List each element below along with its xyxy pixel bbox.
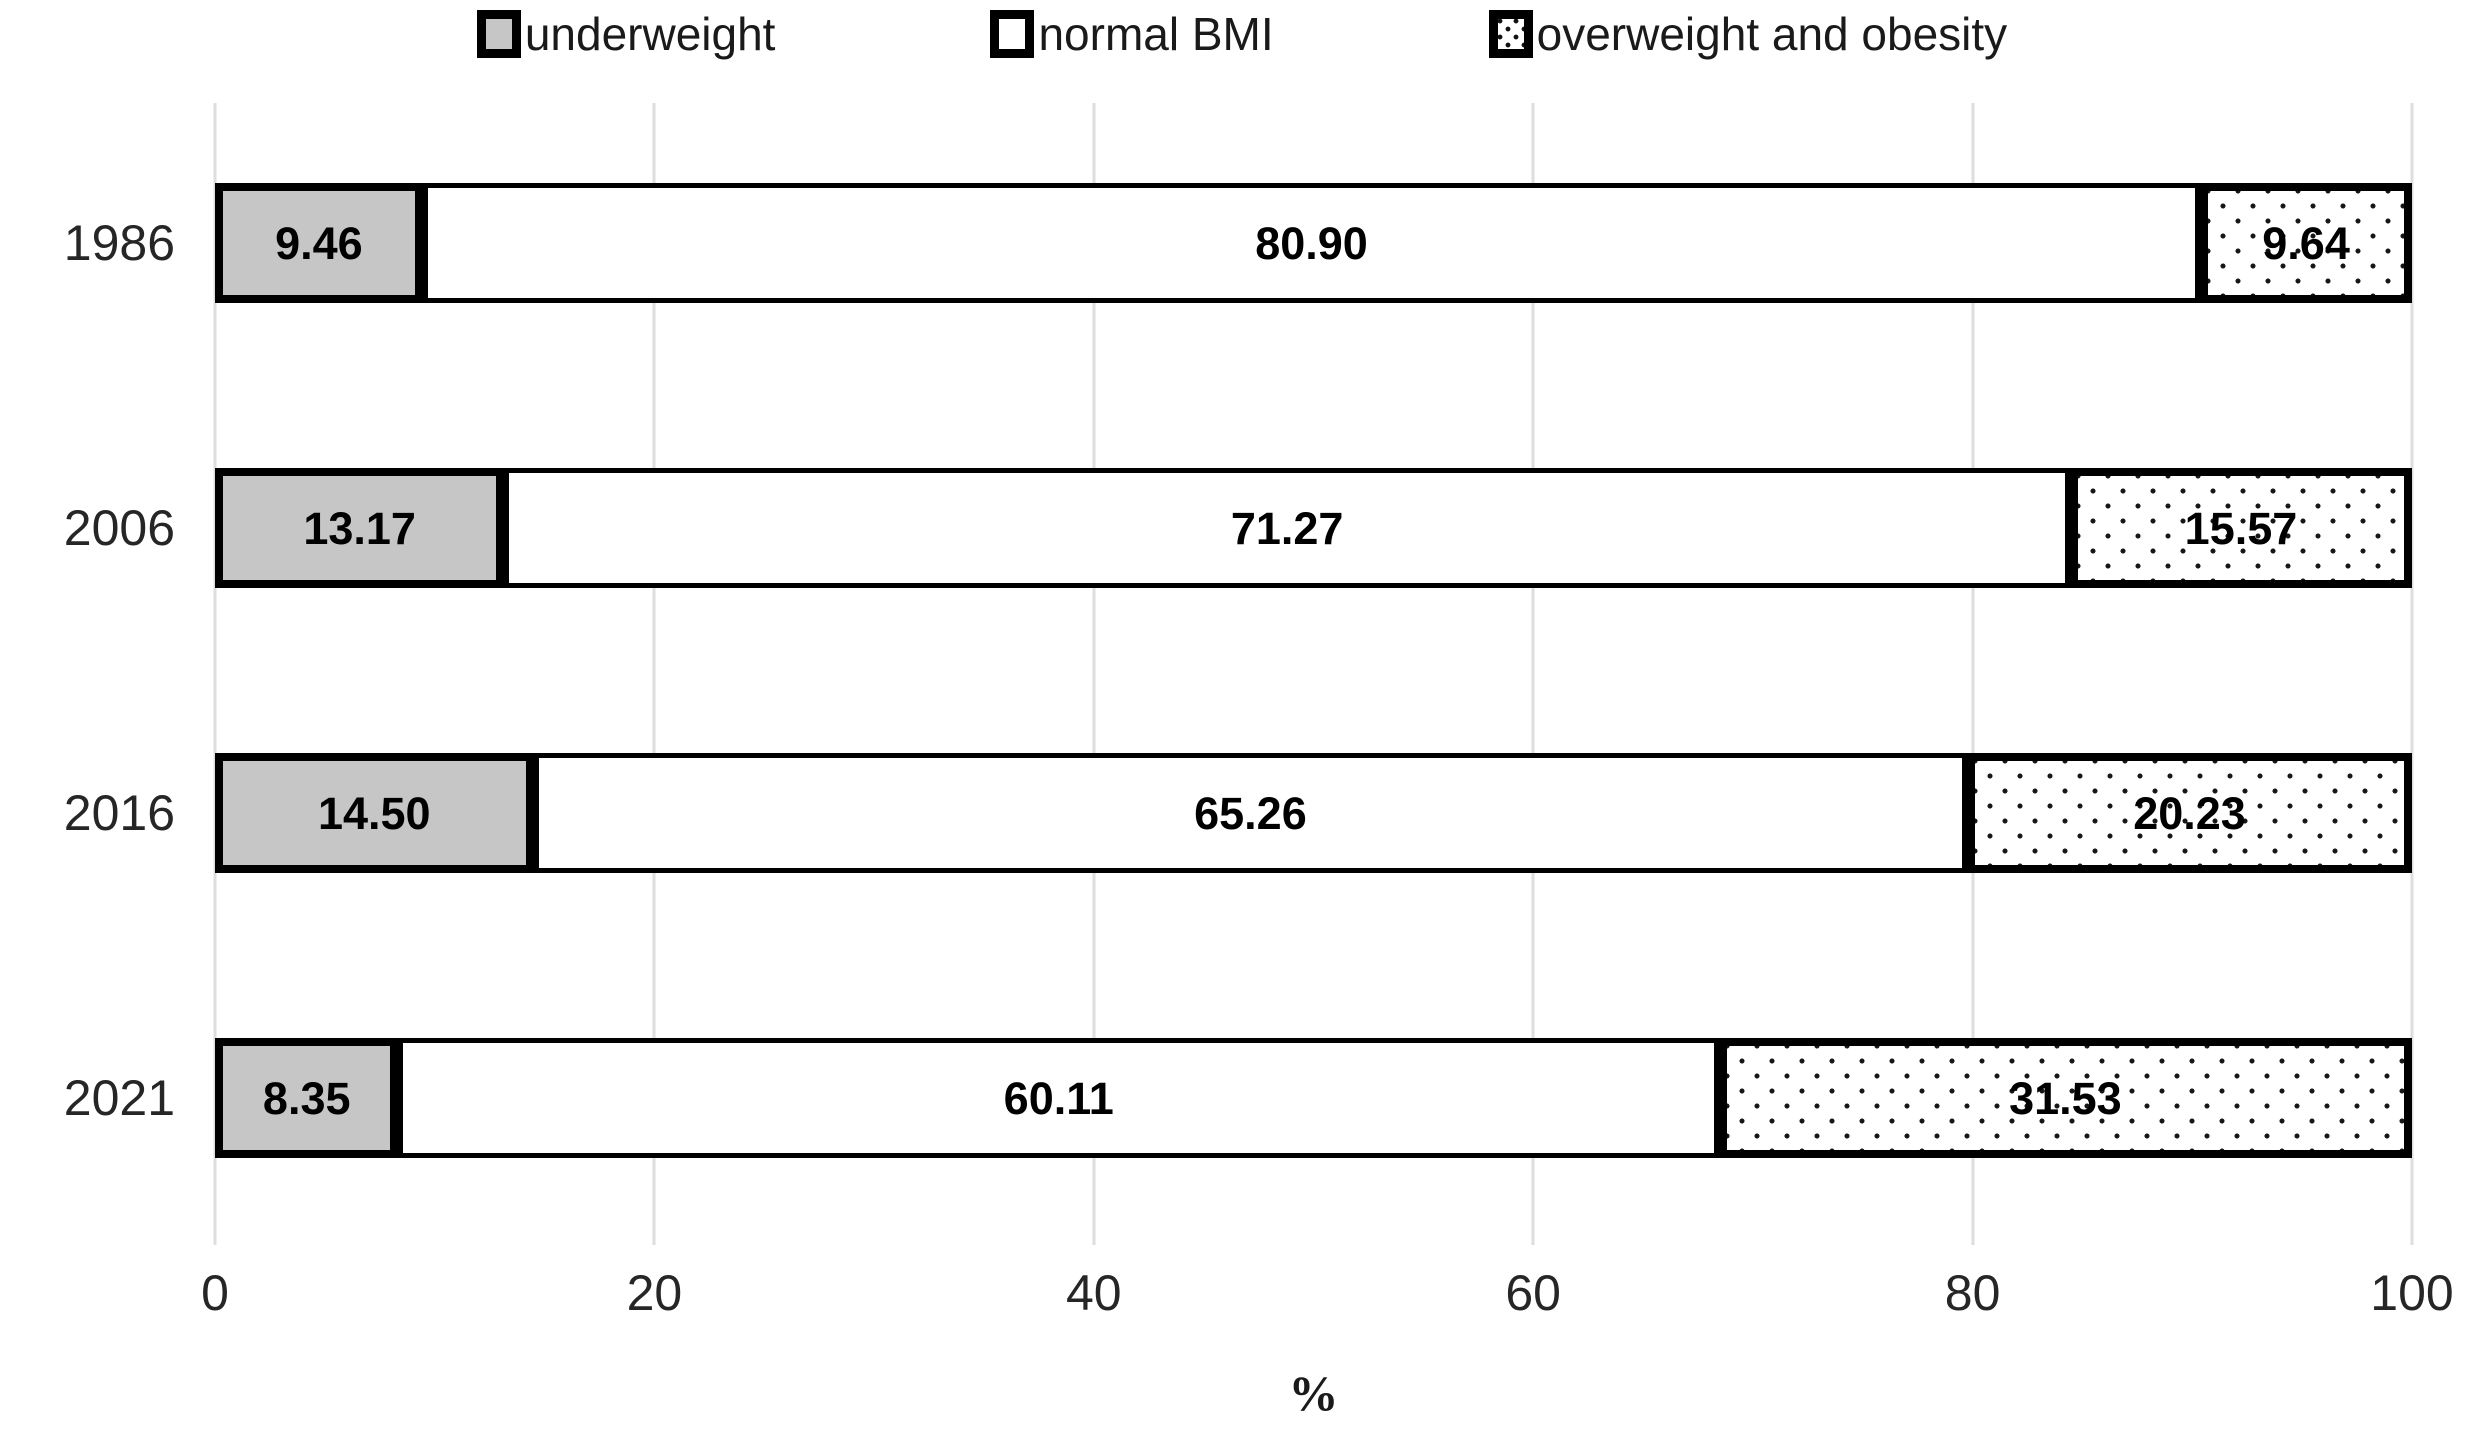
bar-value-label: 80.90: [1255, 217, 1368, 269]
gridline-0: [213, 103, 217, 1245]
legend-swatch-gray-icon: [476, 10, 521, 58]
legend-item-underweight: underweight: [476, 8, 776, 60]
bar-value-label: 14.50: [317, 787, 431, 839]
bar-value-label: 20.23: [2133, 787, 2246, 839]
bar-value-label: 31.53: [2009, 1072, 2122, 1124]
bar-segment-2021-overweight-and-obesity: 31.53: [1719, 1038, 2412, 1158]
bar-segment-2006-overweight-and-obesity: 15.57: [2069, 468, 2412, 588]
x-tick-label-0: 0: [201, 1265, 229, 1321]
y-category-label-2016: 2016: [63, 785, 175, 841]
bar-segment-2006-underweight: 13.17: [215, 468, 505, 588]
y-category-label-2021: 2021: [63, 1070, 175, 1126]
y-category-label-2006: 2006: [63, 500, 175, 556]
legend-item-normal-bmi: normal BMI: [990, 8, 1274, 60]
bar-value-label: 15.57: [2184, 502, 2298, 554]
bar-segment-2021-underweight: 8.35: [215, 1038, 399, 1158]
bar-segment-2016-underweight: 14.50: [215, 753, 534, 873]
bar-segment-1986-overweight-and-obesity: 9.64: [2200, 183, 2412, 303]
bar-value-label: 8.35: [262, 1072, 351, 1124]
bar-segment-2016-normal-BMI: 65.26: [533, 753, 1968, 873]
bar-segment-1986-normal-BMI: 80.90: [422, 183, 2201, 303]
bar-value-label: 13.17: [303, 502, 416, 554]
bar-segment-2006-normal-BMI: 71.27: [504, 468, 2070, 588]
gridline-40: [1092, 103, 1096, 1245]
chart-legend: underweight normal BMI overweight and ob…: [0, 10, 2484, 58]
x-tick-label-20: 20: [626, 1265, 683, 1321]
bar-row-2021: 8.35 60.11 31.53: [215, 1038, 2412, 1158]
gridline-100: [2410, 103, 2414, 1245]
x-tick-label-40: 40: [1065, 1265, 1122, 1321]
x-tick-label-60: 60: [1505, 1265, 1561, 1321]
bar-segment-1986-underweight: 9.46: [215, 183, 423, 303]
plot-area: 9.46 80.90 9.64 13.17 71.27 15.57 14.50 65.26 20…: [213, 103, 2414, 1245]
legend-label: underweight: [524, 8, 776, 60]
bar-value-label: 71.27: [1230, 502, 1344, 554]
x-tick-label-80: 80: [1944, 1265, 2001, 1321]
gridline-80: [1971, 103, 1975, 1245]
y-category-label-1986: 1986: [63, 215, 175, 271]
bar-segment-2021-normal-BMI: 60.11: [398, 1038, 1720, 1158]
bar-row-2006: 13.17 71.27 15.57: [215, 468, 2412, 588]
legend-item-overweight-obesity: overweight and obesity: [1488, 8, 2008, 60]
bar-value-label: 9.46: [275, 217, 363, 269]
bar-value-label: 9.64: [2262, 217, 2350, 269]
bar-value-label: 60.11: [1003, 1072, 1114, 1124]
legend-swatch-white-icon: [990, 10, 1035, 58]
bar-row-1986: 9.46 80.90 9.64: [215, 183, 2412, 303]
bar-segment-2016-overweight-and-obesity: 20.23: [1967, 753, 2412, 873]
bar-row-2016: 14.50 65.26 20.23: [215, 753, 2412, 873]
gridline-20: [652, 103, 656, 1245]
x-tick-label-100: 100: [2370, 1265, 2454, 1321]
x-axis-title: %: [1288, 1365, 1339, 1421]
bar-value-label: 65.26: [1194, 787, 1307, 839]
legend-label: normal BMI: [1038, 8, 1274, 60]
gridline-60: [1531, 103, 1535, 1245]
legend-label: overweight and obesity: [1536, 8, 2008, 60]
legend-swatch-dotted-icon: [1488, 10, 1533, 58]
